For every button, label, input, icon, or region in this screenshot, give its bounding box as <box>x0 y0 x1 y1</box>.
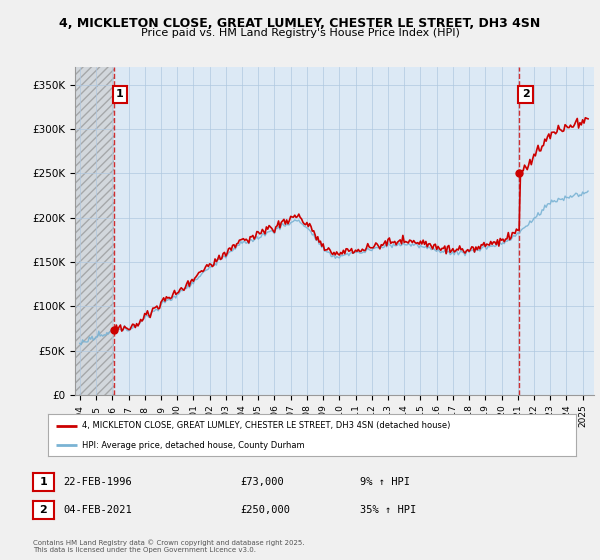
Bar <box>75 67 115 395</box>
Text: HPI: Average price, detached house, County Durham: HPI: Average price, detached house, Coun… <box>82 441 305 450</box>
Text: 22-FEB-1996: 22-FEB-1996 <box>63 477 132 487</box>
Text: 2: 2 <box>521 90 529 99</box>
Text: Contains HM Land Registry data © Crown copyright and database right 2025.
This d: Contains HM Land Registry data © Crown c… <box>33 540 305 553</box>
Text: 2: 2 <box>40 505 47 515</box>
Text: 1: 1 <box>40 477 47 487</box>
Text: Price paid vs. HM Land Registry's House Price Index (HPI): Price paid vs. HM Land Registry's House … <box>140 28 460 38</box>
Text: 9% ↑ HPI: 9% ↑ HPI <box>360 477 410 487</box>
Text: £73,000: £73,000 <box>240 477 284 487</box>
Text: 35% ↑ HPI: 35% ↑ HPI <box>360 505 416 515</box>
Text: £250,000: £250,000 <box>240 505 290 515</box>
Text: 4, MICKLETON CLOSE, GREAT LUMLEY, CHESTER LE STREET, DH3 4SN: 4, MICKLETON CLOSE, GREAT LUMLEY, CHESTE… <box>59 17 541 30</box>
Text: 04-FEB-2021: 04-FEB-2021 <box>63 505 132 515</box>
Text: 4, MICKLETON CLOSE, GREAT LUMLEY, CHESTER LE STREET, DH3 4SN (detached house): 4, MICKLETON CLOSE, GREAT LUMLEY, CHESTE… <box>82 421 451 430</box>
Text: 1: 1 <box>116 90 124 99</box>
